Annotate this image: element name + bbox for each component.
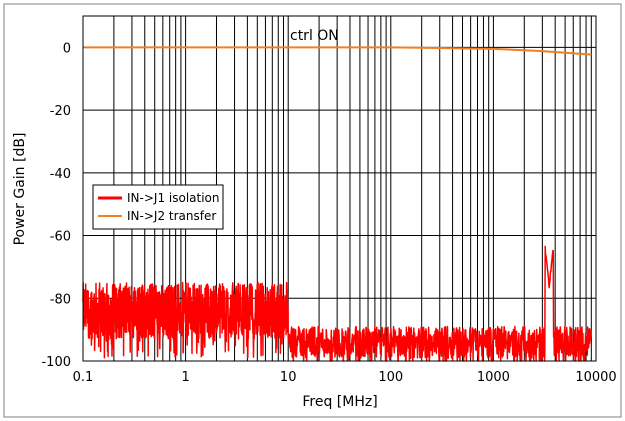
x-tick-label: 100 [378, 370, 403, 385]
series-line-transfer [83, 46, 592, 56]
legend: IN->J1 isolation IN->J2 transfer [92, 184, 224, 230]
series-line-isolation [82, 245, 592, 362]
y-tick-label: -20 [50, 104, 71, 119]
legend-box [92, 184, 224, 230]
tick-labels: 0.1 1 10 100 1000 10000 0 -20 -40 -60 -80 -100 [41, 41, 616, 385]
y-tick-label: 0 [63, 41, 71, 56]
y-tick-label: -80 [50, 292, 71, 307]
y-tick-label: -60 [50, 230, 71, 245]
legend-label-isolation: IN->J1 isolation [127, 191, 220, 205]
legend-label-transfer: IN->J2 transfer [127, 209, 216, 223]
x-tick-label: 10 [280, 370, 297, 385]
plot-frame [82, 15, 597, 362]
x-tick-label: 1 [181, 370, 189, 385]
series-lines [82, 46, 592, 362]
x-tick-label: 10000 [575, 370, 616, 385]
y-tick-label: -40 [50, 167, 71, 182]
y-axis-title: Power Gain [dB] [12, 133, 28, 246]
y-tick-label: -100 [41, 355, 71, 370]
annotation-ctrl-on: ctrl ON [290, 28, 339, 44]
x-tick-label: 0.1 [73, 370, 94, 385]
x-tick-label: 1000 [477, 370, 510, 385]
x-axis-title: Freq [MHz] [302, 394, 377, 410]
